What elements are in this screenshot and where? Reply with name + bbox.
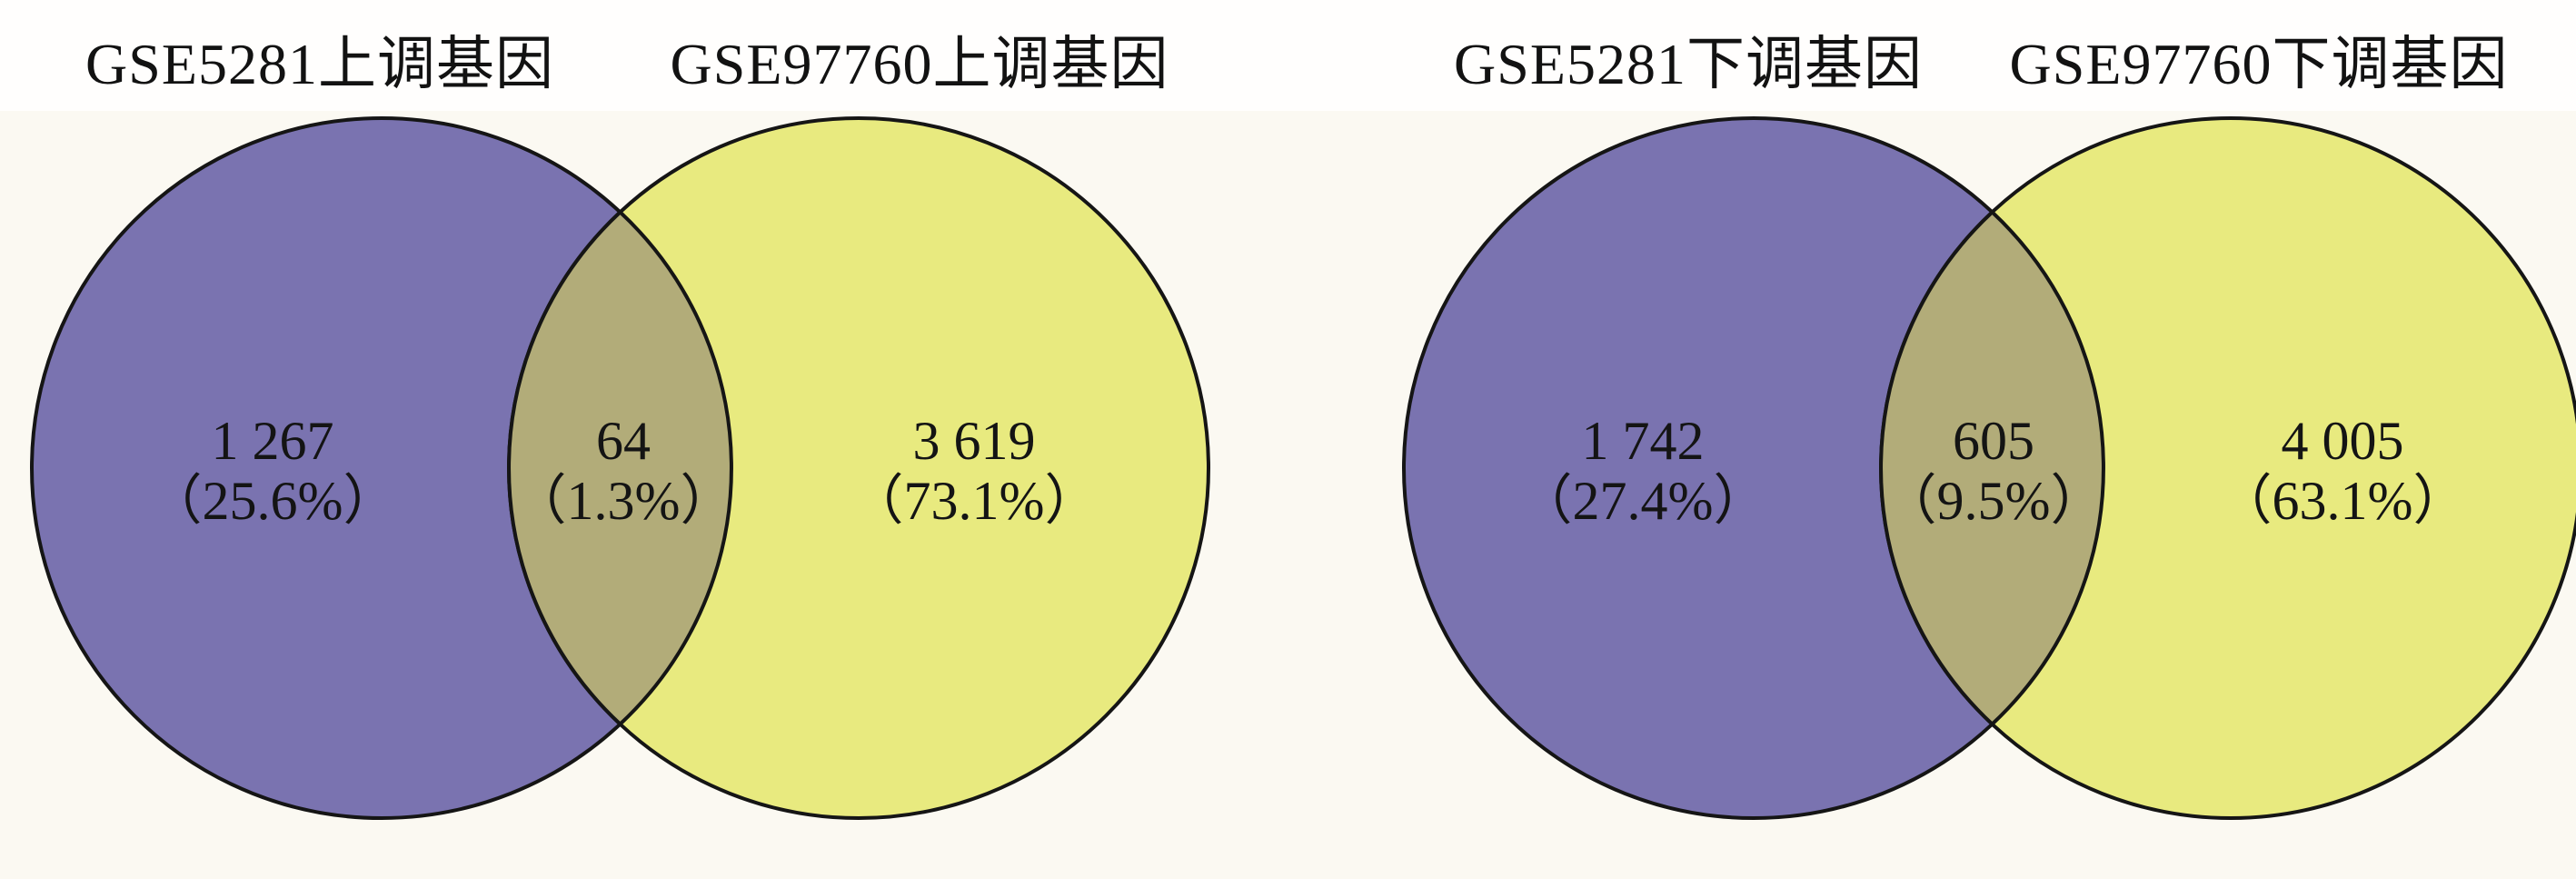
venn2-intersection-percent: （9.5%） [1882,471,2105,531]
venn2-label-intersection: 605 （9.5%） [1883,411,2105,531]
venn1-intersection-lens [507,209,733,727]
venn1-a-only-count: 1 267 [211,411,334,471]
venn1-label-a-only: 1 267 （25.6%） [148,411,398,531]
venn1-b-only-count: 3 619 [912,411,1036,471]
venn1-label-intersection: 64 （1.3%） [512,411,735,531]
venn1-intersection-percent: （1.3%） [512,471,735,531]
venn2-title-set-b: GSE97760下调基因 [2009,32,2509,96]
venn2-b-only-count: 4 005 [2281,411,2404,471]
venn1-label-b-only: 3 619 （73.1%） [850,411,1099,531]
venn2-intersection-lens [1879,209,2105,727]
venn2-label-b-only: 4 005 （63.1%） [2218,411,2468,531]
venn2-a-only-count: 1 742 [1581,411,1705,471]
venn2-b-only-percent: （63.1%） [2217,471,2468,531]
venn2-intersection-count: 605 [1952,411,2034,471]
venn2-title-set-a: GSE5281下调基因 [1454,32,1923,96]
venn1-title-set-a: GSE5281上调基因 [85,32,554,96]
figure-top-margin [0,0,2576,111]
venn2-label-a-only: 1 742 （27.4%） [1518,411,1768,531]
venn2-a-only-percent: （27.4%） [1517,471,1768,531]
venn1-a-only-percent: （25.6%） [147,471,398,531]
venn1-title-set-b: GSE97760上调基因 [670,32,1169,96]
venn1-intersection-count: 64 [595,411,651,471]
venn1-b-only-percent: （73.1%） [849,471,1099,531]
